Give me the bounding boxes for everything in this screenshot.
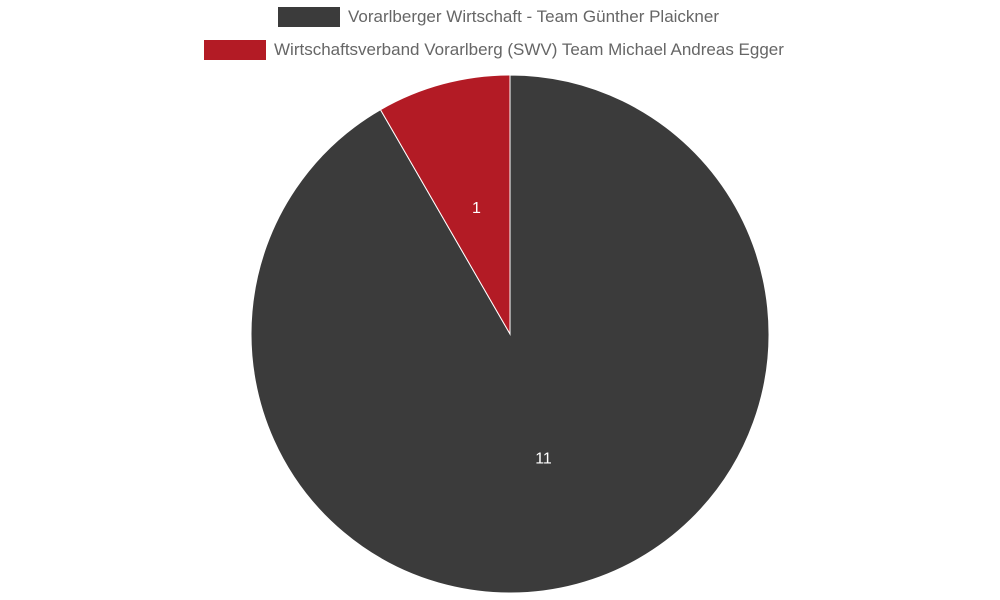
pie-slice-1[interactable] (379, 74, 511, 336)
legend-label-0: Vorarlberger Wirtschaft - Team Günther P… (348, 7, 719, 26)
legend-label-1: Wirtschaftsverband Vorarlberg (SWV) Team… (274, 40, 784, 59)
pie-slice-label-1: 1 (472, 200, 481, 217)
legend-item-1[interactable]: Wirtschaftsverband Vorarlberg (SWV) Team… (204, 39, 784, 61)
legend-swatch-0 (278, 7, 340, 27)
legend-item-0[interactable]: Vorarlberger Wirtschaft - Team Günther P… (278, 6, 719, 28)
pie-slice-label-0: 11 (535, 450, 552, 467)
legend-swatch-1 (204, 40, 266, 60)
